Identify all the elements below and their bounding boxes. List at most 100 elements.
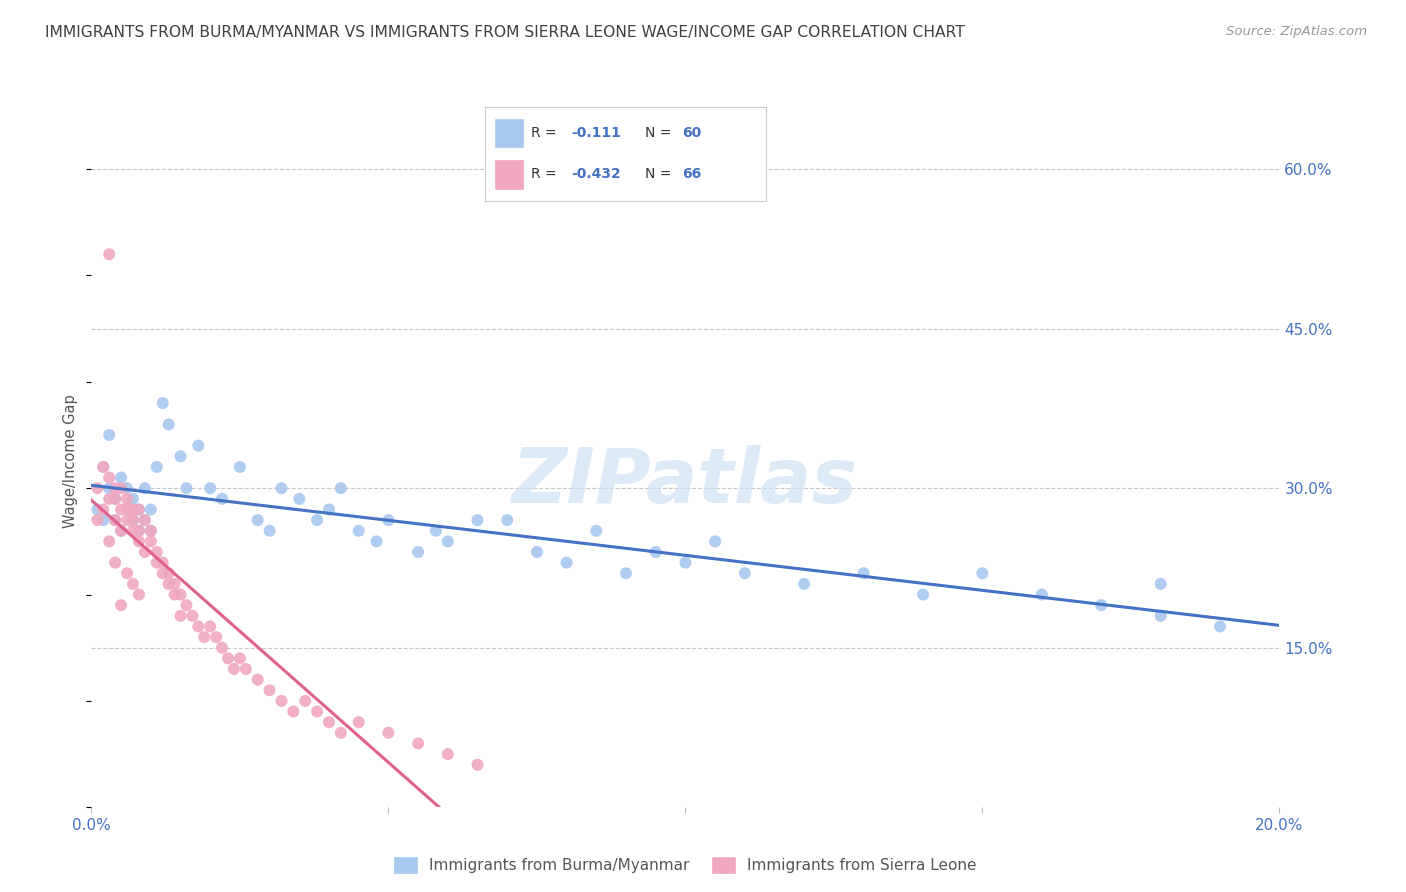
Point <box>467 513 489 527</box>
Point <box>139 524 162 538</box>
Point <box>246 673 269 687</box>
Point <box>307 705 329 719</box>
Point <box>122 513 145 527</box>
Point <box>734 566 756 581</box>
Point <box>98 481 121 495</box>
Point <box>972 566 994 581</box>
Point <box>496 513 519 527</box>
Point <box>229 651 252 665</box>
Point <box>406 545 429 559</box>
Point <box>157 417 180 432</box>
Point <box>115 513 138 527</box>
Point <box>145 556 167 570</box>
Point <box>270 481 292 495</box>
Point <box>366 534 388 549</box>
Text: ZIPatlas: ZIPatlas <box>512 445 859 519</box>
Point <box>259 524 281 538</box>
Point <box>152 556 174 570</box>
Point <box>128 524 150 538</box>
Point <box>163 588 186 602</box>
Point <box>104 556 127 570</box>
Point <box>91 459 114 474</box>
Point <box>222 662 245 676</box>
Point <box>134 545 156 559</box>
Point <box>329 726 352 740</box>
Point <box>644 545 666 559</box>
Point <box>288 491 311 506</box>
FancyBboxPatch shape <box>495 120 523 147</box>
Point <box>139 534 162 549</box>
Point <box>115 502 138 516</box>
Point <box>187 619 209 633</box>
Point <box>169 588 191 602</box>
Point <box>110 524 132 538</box>
Text: R =: R = <box>531 127 561 140</box>
Text: 66: 66 <box>682 168 702 181</box>
Point <box>235 662 257 676</box>
Y-axis label: Wage/Income Gap: Wage/Income Gap <box>63 395 79 528</box>
Text: -0.111: -0.111 <box>571 127 620 140</box>
Point <box>134 513 156 527</box>
Text: N =: N = <box>645 127 676 140</box>
Text: N =: N = <box>645 168 676 181</box>
Point <box>436 747 458 761</box>
Point <box>211 491 233 506</box>
Legend: Immigrants from Burma/Myanmar, Immigrants from Sierra Leone: Immigrants from Burma/Myanmar, Immigrant… <box>388 851 983 880</box>
Point <box>115 566 138 581</box>
Point <box>406 736 429 750</box>
Point <box>98 470 121 484</box>
Point <box>246 513 269 527</box>
Point <box>110 598 132 612</box>
Point <box>104 513 127 527</box>
Point <box>211 640 233 655</box>
Point <box>347 524 370 538</box>
Point <box>128 502 150 516</box>
Point <box>110 481 132 495</box>
Point <box>91 513 114 527</box>
Point <box>98 534 121 549</box>
Point <box>793 577 815 591</box>
Text: R =: R = <box>531 168 561 181</box>
Point <box>176 481 198 495</box>
Point <box>128 534 150 549</box>
Point <box>110 502 132 516</box>
Point <box>673 556 696 570</box>
Point <box>104 491 127 506</box>
Point <box>318 715 340 730</box>
Point <box>347 715 370 730</box>
Point <box>122 502 145 516</box>
Point <box>377 726 399 740</box>
Point <box>139 524 162 538</box>
Point <box>104 491 127 506</box>
Point <box>134 481 156 495</box>
Point <box>585 524 607 538</box>
Point <box>614 566 637 581</box>
Point <box>122 513 145 527</box>
Point <box>911 588 934 602</box>
Point <box>270 694 292 708</box>
Point <box>187 439 209 453</box>
Point <box>104 481 127 495</box>
Point <box>86 502 108 516</box>
Point <box>205 630 228 644</box>
Point <box>329 481 352 495</box>
Point <box>229 459 252 474</box>
Point <box>115 502 138 516</box>
Point <box>1149 577 1171 591</box>
Point <box>98 428 121 442</box>
Point <box>467 757 489 772</box>
Point <box>436 534 458 549</box>
Point <box>217 651 239 665</box>
Point <box>152 566 174 581</box>
Text: -0.432: -0.432 <box>571 168 620 181</box>
Point <box>1209 619 1232 633</box>
Point <box>526 545 548 559</box>
Point <box>318 502 340 516</box>
Point <box>176 598 198 612</box>
Text: IMMIGRANTS FROM BURMA/MYANMAR VS IMMIGRANTS FROM SIERRA LEONE WAGE/INCOME GAP CO: IMMIGRANTS FROM BURMA/MYANMAR VS IMMIGRA… <box>45 25 965 40</box>
Point <box>145 459 167 474</box>
Point <box>169 608 191 623</box>
Point <box>259 683 281 698</box>
Point <box>91 459 114 474</box>
Point <box>110 470 132 484</box>
